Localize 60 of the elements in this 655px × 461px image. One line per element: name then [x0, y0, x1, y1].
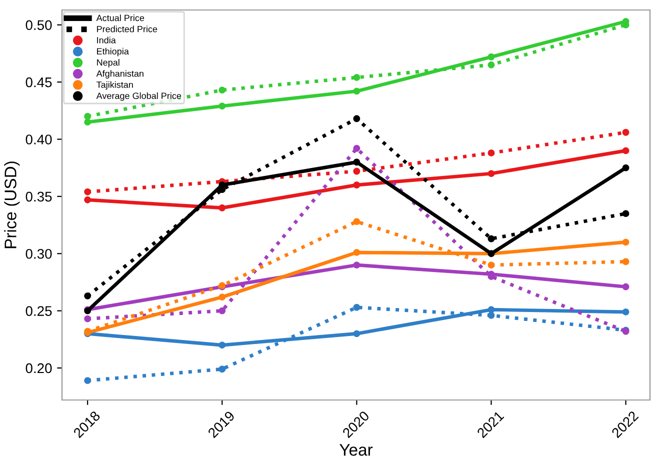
point — [84, 188, 92, 196]
x-axis-title: Year — [340, 444, 373, 456]
point — [84, 377, 92, 384]
point — [488, 53, 495, 60]
point — [218, 307, 226, 314]
point — [353, 248, 360, 256]
legend-label: Tajikistan — [96, 81, 133, 90]
y-tick-label: 0.50 — [26, 20, 52, 30]
point — [218, 204, 226, 212]
point — [218, 342, 226, 349]
point — [488, 235, 495, 242]
point — [488, 306, 495, 314]
point — [622, 210, 630, 218]
point — [218, 294, 226, 301]
point — [218, 366, 226, 373]
legend-label: Average Global Price — [96, 92, 182, 101]
point — [218, 102, 226, 110]
point — [84, 196, 92, 204]
point — [353, 218, 360, 226]
point — [353, 304, 360, 311]
point — [218, 186, 226, 194]
y-tick-label: 0.30 — [26, 248, 52, 259]
y-tick-label: 0.35 — [26, 192, 52, 202]
point — [84, 292, 92, 300]
point — [84, 315, 92, 322]
legend-label: India — [97, 36, 116, 44]
legend-label: Nepal — [97, 59, 120, 68]
point — [353, 182, 360, 188]
point — [622, 147, 630, 154]
point — [488, 61, 495, 68]
point — [84, 112, 92, 120]
point — [622, 283, 630, 290]
y-tick-label: 0.25 — [26, 306, 52, 316]
point — [353, 168, 360, 175]
point — [622, 238, 630, 246]
point — [353, 74, 360, 81]
point — [353, 115, 360, 122]
point — [622, 164, 630, 172]
point — [353, 88, 360, 95]
point — [622, 258, 630, 266]
y-tick-label: 0.45 — [26, 77, 52, 88]
point — [218, 86, 226, 94]
annotation: Actual Price — [96, 14, 144, 22]
point — [353, 144, 360, 152]
point — [488, 170, 495, 178]
y-tick-label: 0.40 — [26, 134, 52, 144]
y-axis-title: Price (USD) — [4, 162, 20, 248]
annotation: Predicted Price — [97, 26, 158, 32]
point — [488, 262, 495, 269]
legend-label: Afghanistan — [96, 70, 144, 79]
point — [353, 262, 360, 269]
point — [353, 158, 360, 166]
y-tick-label: 0.20 — [26, 363, 52, 374]
point — [488, 312, 495, 319]
point — [488, 149, 495, 156]
point — [84, 118, 92, 126]
point — [622, 128, 630, 136]
point — [353, 330, 360, 338]
legend-label: Ethiopia — [97, 48, 129, 56]
point — [622, 308, 630, 316]
